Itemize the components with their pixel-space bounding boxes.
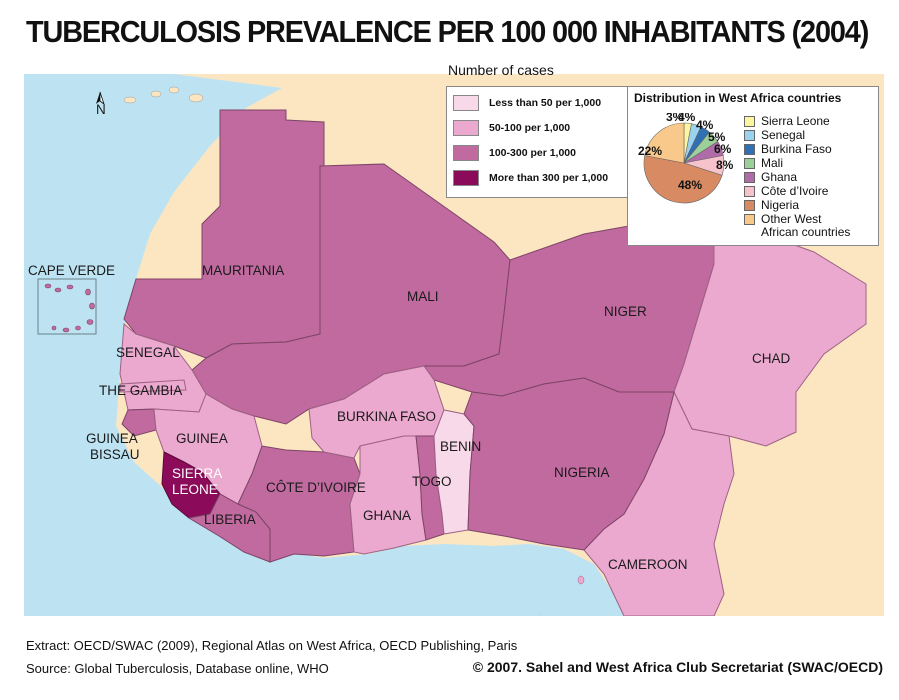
- gulf-islands: [538, 575, 585, 616]
- dist-label: Mali: [761, 156, 784, 170]
- label-guinea-bissau-2: BISSAU: [90, 447, 140, 462]
- dist-legend-item: Senegal: [744, 129, 805, 142]
- pie-slice: [644, 122, 685, 164]
- pie-label: 22%: [638, 144, 662, 158]
- north-label: N: [96, 102, 106, 117]
- label-chad: CHAD: [752, 351, 791, 366]
- legend-item: More than 300 per 1,000: [453, 170, 608, 186]
- dist-label: Burkina Faso: [761, 142, 832, 156]
- legend-label: Less than 50 per 1,000: [489, 97, 602, 109]
- dist-swatch: [744, 158, 755, 169]
- dist-legend-item: Burkina Faso: [744, 143, 832, 156]
- legend-label: 100-300 per 1,000: [489, 147, 576, 159]
- country-gambia: [119, 379, 187, 393]
- legend-swatch: [453, 145, 479, 161]
- label-mauritania: MAURITANIA: [202, 263, 284, 278]
- dist-legend-item: Sierra Leone: [744, 115, 830, 128]
- label-togo: TOGO: [412, 474, 452, 489]
- label-cameroon: CAMEROON: [608, 557, 688, 572]
- dist-legend-item: Nigeria: [744, 199, 799, 212]
- footer-copyright: © 2007. Sahel and West Africa Club Secre…: [472, 659, 883, 675]
- dist-swatch: [744, 200, 755, 211]
- footer-extract: Extract: OECD/SWAC (2009), Regional Atla…: [26, 638, 518, 653]
- dist-label: Other West African countries: [761, 213, 850, 239]
- legend-item: 100-300 per 1,000: [453, 145, 576, 161]
- label-guinea: GUINEA: [176, 431, 228, 446]
- pie-label: 4%: [678, 113, 696, 124]
- dist-label-line1: Other West: [761, 212, 822, 226]
- dist-swatch: [744, 116, 755, 127]
- label-niger: NIGER: [604, 304, 647, 319]
- dist-swatch: [744, 130, 755, 141]
- canary-islands: [123, 86, 204, 104]
- label-gambia: THE GAMBIA: [99, 383, 182, 398]
- dist-swatch: [744, 186, 755, 197]
- cape-verde-islands: [44, 283, 95, 333]
- legend-swatch: [453, 95, 479, 111]
- dist-swatch: [744, 214, 755, 225]
- legend-label: 50-100 per 1,000: [489, 122, 571, 134]
- dist-legend-item: Ghana: [744, 171, 797, 184]
- country-guinea-bissau: [121, 408, 157, 437]
- pie-label: 4%: [696, 118, 714, 132]
- dist-legend-item: Other West African countries: [744, 213, 850, 239]
- pie-label: 5%: [708, 130, 726, 144]
- cape-verde-box: [37, 278, 97, 335]
- country-nigeria: [463, 377, 675, 551]
- dist-swatch: [744, 172, 755, 183]
- label-mali: MALI: [407, 289, 439, 304]
- dist-swatch: [744, 144, 755, 155]
- legend-label: More than 300 per 1,000: [489, 172, 609, 184]
- label-ghana: GHANA: [363, 508, 411, 523]
- label-burkina-faso: BURKINA FASO: [337, 409, 436, 424]
- dist-label: Côte d’Ivoire: [761, 184, 829, 198]
- dist-label: Senegal: [761, 128, 806, 142]
- label-guinea-bissau-1: GUINEA: [86, 431, 138, 446]
- dist-legend-item: Mali: [744, 157, 783, 170]
- country-ghana: [349, 435, 427, 555]
- footer-source: Source: Global Tuberculosis, Database on…: [26, 661, 329, 676]
- distribution-panel: Distribution in West Africa countries 3%…: [627, 86, 879, 246]
- dist-label-line2: African countries: [761, 225, 851, 239]
- north-arrow-icon: [96, 91, 105, 106]
- dist-label: Ghana: [761, 170, 798, 184]
- label-benin: BENIN: [440, 439, 481, 454]
- country-chad: [673, 233, 867, 447]
- label-sierra-leone-1: SIERRA: [172, 466, 222, 481]
- distribution-pie-chart: 3%4%4%5%6%8%48%22%: [638, 113, 734, 204]
- dist-label: Sierra Leone: [761, 114, 830, 128]
- label-liberia: LIBERIA: [204, 512, 256, 527]
- legend-item: 50-100 per 1,000: [453, 120, 570, 136]
- map-title: TUBERCULOSIS PREVALENCE PER 100 000 INHA…: [26, 14, 869, 49]
- pie-slice: [643, 155, 723, 204]
- dist-label: Nigeria: [761, 198, 800, 212]
- pie-label: 8%: [716, 158, 734, 172]
- pie-label: 48%: [678, 178, 702, 192]
- label-nigeria: NIGERIA: [554, 465, 610, 480]
- legend-swatch: [453, 170, 479, 186]
- label-cote-divoire: CÔTE D’IVOIRE: [266, 480, 366, 495]
- label-sierra-leone-2: LEONE: [172, 482, 218, 497]
- dist-legend-item: Côte d’Ivoire: [744, 185, 828, 198]
- pie-label: 6%: [714, 142, 732, 156]
- distribution-title: Distribution in West Africa countries: [634, 91, 842, 105]
- legend-item: Less than 50 per 1,000: [453, 95, 601, 111]
- legend-swatch: [453, 120, 479, 136]
- legend: Less than 50 per 1,000 50-100 per 1,000 …: [446, 86, 630, 198]
- pie-label: 3%: [666, 113, 684, 124]
- label-cape-verde: CAPE VERDE: [28, 263, 115, 278]
- label-senegal: SENEGAL: [116, 345, 180, 360]
- legend-title: Number of cases: [448, 62, 554, 78]
